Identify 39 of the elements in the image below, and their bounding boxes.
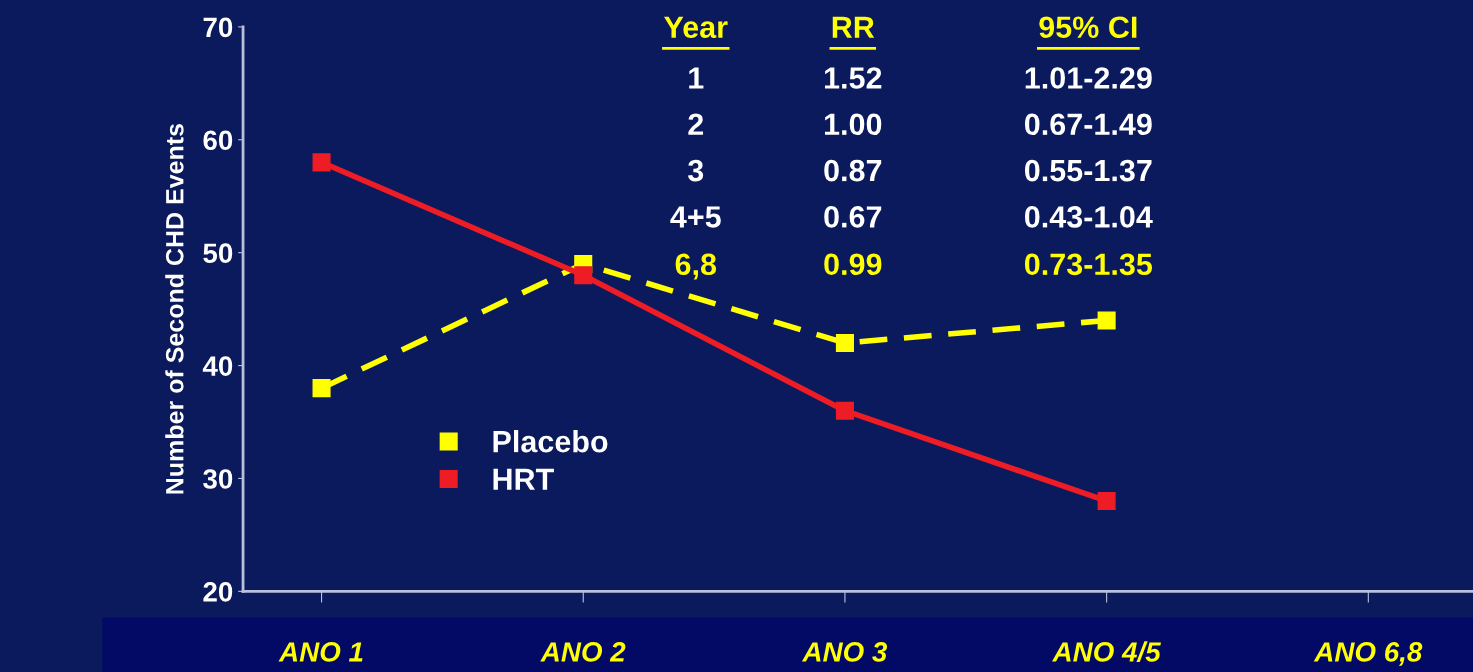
annotation: 1 — [689, 67, 704, 89]
annotation: 0.67 — [824, 206, 882, 228]
annotation: 95% CI — [1039, 16, 1137, 39]
legend-label: HRT — [493, 468, 554, 490]
legend-label: Placebo — [493, 429, 608, 453]
annotation: 0.87 — [824, 159, 882, 182]
y-tick-label: 30 — [203, 469, 233, 489]
annotation: 0.99 — [824, 253, 882, 276]
y-tick-label: 60 — [203, 130, 233, 151]
x-tick-label: ANO 6,8 — [1313, 642, 1423, 666]
point — [312, 153, 331, 172]
annotation: Year — [664, 16, 728, 39]
x-tick-label: ANO 3 — [801, 642, 888, 662]
annotation: 0.43-1.04 — [1024, 206, 1153, 228]
annotation: 0.73-1.35 — [1024, 253, 1153, 276]
annotation: 0.67-1.49 — [1024, 113, 1152, 136]
x-tick-label: ANO 1 — [278, 642, 363, 662]
annotation: RR — [832, 16, 875, 38]
annotation: 1.00 — [824, 113, 882, 136]
annotation: 1.52 — [824, 67, 882, 89]
annotation: 4+5 — [670, 206, 721, 228]
point — [1097, 311, 1116, 330]
annotation: 2 — [688, 113, 704, 135]
point — [835, 333, 854, 353]
x-tick-label: ANO 2 — [540, 642, 626, 662]
y-tick-label: 50 — [203, 243, 233, 264]
annotation: 3 — [687, 159, 704, 182]
point — [1097, 492, 1116, 511]
point — [312, 379, 331, 398]
y-tick-label: 70 — [203, 17, 233, 38]
y-tick-label: 40 — [202, 356, 233, 376]
annotation: 6,8 — [675, 253, 717, 280]
y-axis-title: Number of Second CHD Events — [165, 124, 184, 494]
x-tick-label: ANO 4/5 — [1052, 641, 1161, 663]
y-tick-label: 20 — [203, 582, 233, 602]
point — [835, 401, 854, 420]
annotation: 0.55-1.37 — [1024, 159, 1152, 182]
annotation: 1.01-2.29 — [1025, 67, 1152, 89]
point — [574, 266, 593, 285]
